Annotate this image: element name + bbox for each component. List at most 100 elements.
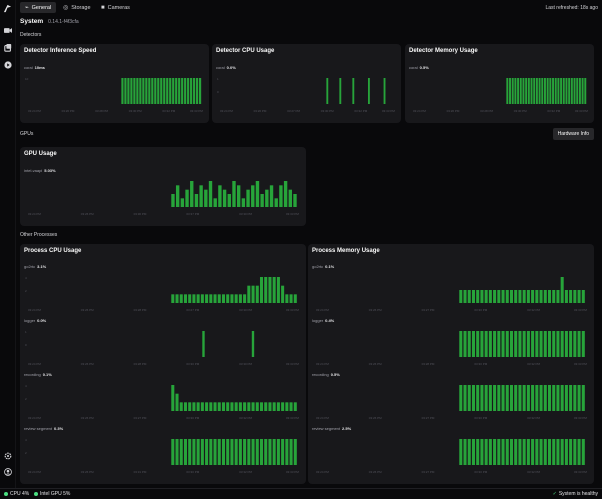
activity-icon: ⌁ [25,5,29,11]
x-tick-label: 03:30 PM [239,212,252,216]
chart-bar [552,78,554,104]
tab-general[interactable]: ⌁ General [20,2,57,13]
chart-bar [509,78,511,104]
graph-label: recording 0.5% [312,372,340,377]
chart-bar [145,78,148,104]
chart-bar [268,439,272,465]
system-title: System [20,18,44,25]
status-gpu[interactable]: Intel GPU 5% [34,491,70,497]
chart-bar [171,385,175,411]
chart-bar [217,402,221,411]
chart-bar [200,439,204,465]
chart-bar [518,385,522,411]
logo-icon[interactable] [3,4,12,13]
x-tick-label: 03:30 PM [186,470,199,474]
last-refreshed: Last refreshed: 18s ago [545,5,598,11]
x-tick-label: 03:33 PM [286,212,299,216]
status-cpu[interactable]: CPU 4% [4,491,29,497]
card-title: Detector Memory Usage [409,48,478,54]
chart-detector-cpu: 1 0 03:24 PM 03:26 PM 03:27 PM 03:30 PM 03:32 … [217,77,395,113]
chart-bar [526,439,530,465]
chart-bar [578,78,581,104]
chart-bar [526,290,530,303]
chart-bar [531,290,535,303]
chart-bar [208,181,213,207]
chart-bar [511,78,514,104]
camera-icon[interactable] [3,26,12,35]
chart-bar [289,294,293,303]
chart-bar [251,439,255,465]
x-tick-label: 03:30 PM [321,109,334,113]
chart-bar [562,78,565,104]
x-tick-label: 03:27 PM [422,416,435,420]
chart-bar [463,385,467,411]
chart-bar [339,78,342,104]
chart-bar [484,331,488,357]
chart-bar [547,331,552,357]
x-tick-label: 03:33 PM [574,470,587,474]
system-version: 0.14.1-f4f3cfa [48,19,79,25]
chart-bar [194,194,199,207]
y-tick-label: 2 [25,397,27,401]
x-tick-label: 03:33 PM [286,362,299,366]
chart-bar [463,439,467,465]
chart-bar [160,78,163,104]
chart-bar [522,290,526,303]
chart-bar [552,331,556,357]
chart-bar [535,290,539,303]
hardware-info-button[interactable]: Hardware Info [552,128,594,140]
chart-bar [557,78,560,104]
chart-process-cpu-review-segment: 4 2 03:24 PM 03:26 PM 03:31 PM 03:30 PM 03:32 … [25,438,299,474]
section-detectors: Detectors [20,32,42,38]
chart-bar [546,78,549,104]
y-tick-label: 4 [25,438,27,442]
chart-bar [531,385,535,411]
chart-bar [175,185,180,207]
tab-storage[interactable]: ◎ Storage [58,2,96,13]
chart-bar [581,290,585,303]
chart-bar [547,439,552,465]
chart-bar [480,439,484,465]
y-tick-label: 1 [25,330,27,334]
chart-bar [570,78,573,104]
chart-bar [130,78,133,104]
status-bar: CPU 4% Intel GPU 5% ✓ System is healthy [0,488,602,499]
status-gpu-text: Intel GPU 5% [40,491,71,497]
x-tick-label: 03:24 PM [413,109,426,113]
play-circle-icon[interactable] [3,60,12,69]
chart-bar [573,78,576,104]
tab-label: General [31,4,52,11]
chart-bar [526,331,530,357]
graph-label: review segment 2.5% [312,426,352,431]
chart-bar [241,198,246,207]
chart-bar [514,290,518,303]
chart-bar [234,294,238,303]
tab-label: Cameras [107,4,130,11]
tab-cameras[interactable]: ■ Cameras [96,2,135,13]
card-title: Process Memory Usage [312,248,380,254]
camera-icon: ■ [101,4,105,11]
x-tick-label: 03:24 PM [220,109,233,113]
chart-bar [279,185,283,207]
x-tick-label: 03:33 PM [575,109,588,113]
chart-bar [251,331,255,357]
chart-bar [184,78,187,104]
chart-bar [251,402,255,411]
video-icon[interactable] [3,43,12,52]
chart-bar [564,331,568,357]
x-tick-label: 03:30 PM [239,362,252,366]
chart-bar [264,439,268,465]
status-cpu-text: CPU 4% [10,491,30,497]
chart-bar [288,189,292,207]
settings-icon[interactable] [3,451,12,460]
chart-bar [514,331,518,357]
x-tick-label: 03:24 PM [316,470,329,474]
chart-bar [565,78,568,104]
chart-bar [569,331,573,357]
chart-bar [238,439,242,465]
user-circle-icon[interactable] [3,467,12,476]
chart-bar [157,78,160,104]
chart-bar [577,439,581,465]
status-health[interactable]: ✓ System is healthy [553,491,598,497]
chart-bar [568,78,571,104]
